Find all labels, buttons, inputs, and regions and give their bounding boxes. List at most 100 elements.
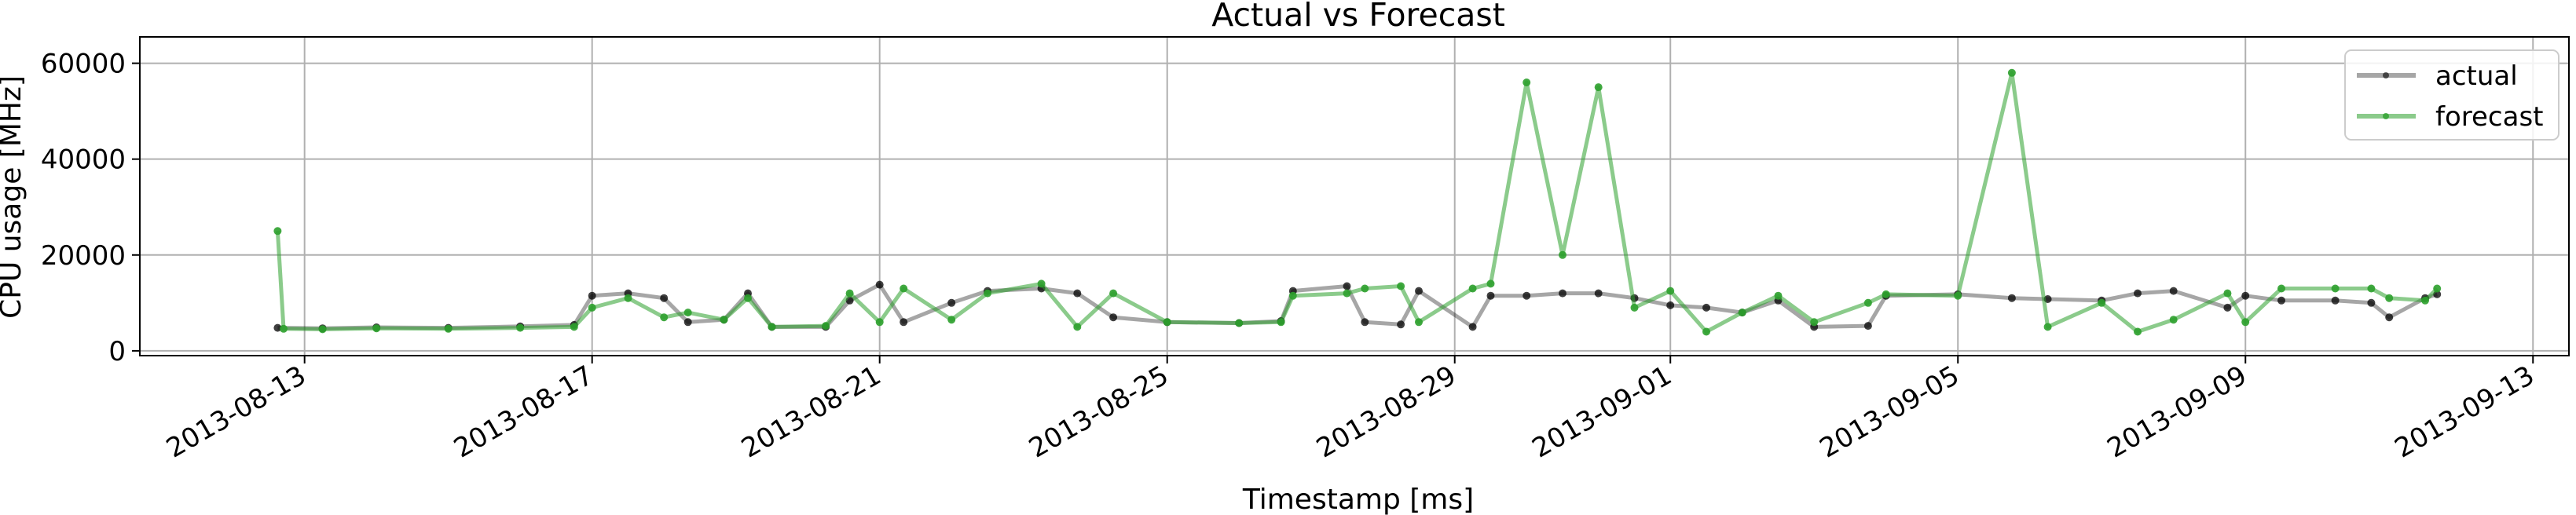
series-actual-point — [2331, 296, 2340, 305]
series-forecast-point — [2098, 298, 2106, 307]
series-forecast-point — [2169, 316, 2178, 324]
series-forecast-point — [984, 289, 991, 298]
series-forecast-point — [2433, 284, 2442, 293]
series-forecast-point — [744, 294, 752, 302]
series-forecast-line — [275, 71, 2439, 334]
series-forecast-point — [2223, 289, 2232, 298]
series-forecast-point — [1415, 318, 1423, 327]
series-actual-point — [1594, 289, 1603, 298]
series-actual-point — [1397, 320, 1405, 329]
series-forecast-point — [683, 309, 692, 317]
series-actual-point — [1468, 323, 1477, 331]
series-actual-point — [2385, 313, 2394, 322]
y-axis-title: CPU usage [MHz] — [0, 75, 27, 319]
series-forecast-point — [273, 227, 282, 236]
series-actual-point — [273, 323, 282, 332]
chart-title: Actual vs Forecast — [1211, 0, 1505, 34]
legend: actual forecast — [2344, 49, 2560, 141]
series-forecast-point — [1738, 309, 1746, 317]
series-forecast-point — [372, 324, 381, 333]
series-actual-point — [1523, 291, 1531, 300]
series-forecast-point — [588, 303, 596, 312]
legend-actual-label: actual — [2435, 60, 2518, 92]
series-forecast-point — [2241, 318, 2250, 327]
y-tick-label: 60000 — [41, 49, 126, 80]
series-forecast-point — [720, 316, 728, 324]
series-actual-point — [1666, 301, 1675, 309]
series-forecast-point — [875, 318, 884, 327]
series-actual-point — [2223, 303, 2232, 312]
series-actual-point — [1073, 289, 1082, 298]
y-tick-label: 40000 — [41, 144, 126, 176]
series-forecast-point — [1343, 289, 1351, 298]
series-actual-point — [1343, 282, 1351, 290]
series-forecast-point — [1397, 282, 1405, 290]
series-actual-point — [875, 280, 884, 289]
series-actual-point — [1361, 318, 1369, 327]
series-forecast-point — [1882, 290, 1890, 298]
series-forecast-point — [1037, 279, 1046, 288]
series-forecast-point — [1810, 318, 1819, 327]
series-forecast-point — [2043, 323, 2052, 331]
series-actual-point — [660, 294, 669, 302]
series-actual-point — [2169, 287, 2178, 295]
series-actual-point — [1415, 287, 1423, 295]
series-forecast-point — [2421, 296, 2429, 305]
plot-frame — [139, 36, 2570, 356]
series-forecast-point — [1468, 284, 1477, 293]
series-actual-point — [1486, 291, 1495, 300]
series-actual-point — [1702, 303, 1710, 312]
series-forecast-point — [900, 284, 908, 293]
series-forecast-point — [1361, 284, 1369, 293]
series-forecast-point — [444, 324, 453, 333]
series-forecast-point — [1523, 79, 1531, 86]
series-forecast-point — [516, 323, 525, 332]
series-actual-point — [1863, 322, 1872, 331]
grid — [140, 37, 2569, 356]
series-forecast-point — [1559, 250, 1566, 259]
series-forecast-point — [2134, 327, 2142, 336]
series-actual-point — [1109, 313, 1118, 322]
series-actual-point — [947, 298, 956, 307]
y-tick-label: 20000 — [41, 240, 126, 272]
series-forecast-point — [1702, 327, 1710, 336]
series-forecast-point — [1863, 298, 1872, 307]
series-forecast-point — [2007, 68, 2016, 77]
series-actual-point — [900, 318, 908, 327]
series-forecast-point — [1277, 318, 1285, 327]
series-forecast-point — [1073, 323, 1082, 331]
legend-forecast-marker — [2383, 113, 2389, 119]
legend-forecast-label: forecast — [2435, 101, 2544, 133]
series-forecast-point — [1288, 291, 1297, 300]
series-forecast-point — [822, 322, 830, 331]
series-forecast-point — [1774, 291, 1783, 300]
series-forecast-point — [624, 294, 632, 302]
y-tick-label: 0 — [108, 336, 126, 367]
series-forecast-point — [570, 323, 578, 331]
series-forecast-point — [1666, 287, 1675, 295]
series-forecast-point — [660, 313, 669, 322]
series-actual-point — [2277, 296, 2285, 305]
series-forecast-point — [2367, 284, 2376, 293]
series-forecast-point — [1486, 279, 1495, 288]
series-actual-point — [683, 318, 692, 327]
series-actual-point — [2241, 291, 2250, 300]
series-actual-point — [2367, 298, 2376, 307]
series-forecast-point — [318, 325, 327, 334]
series-forecast-point — [1630, 303, 1639, 312]
series-forecast-point — [1235, 319, 1244, 327]
series-forecast-point — [2331, 284, 2340, 293]
series-forecast-point — [845, 289, 854, 298]
series-actual-point — [2007, 294, 2016, 302]
series-forecast-point — [1594, 83, 1603, 92]
series-forecast-point — [947, 316, 956, 324]
series-forecast-point — [1163, 318, 1171, 327]
series-forecast-point — [2385, 294, 2394, 302]
series-forecast-point — [768, 323, 776, 331]
x-axis-title: Timestamp [ms] — [1242, 484, 1474, 515]
legend-actual-marker — [2383, 72, 2389, 79]
series-actual-point — [1559, 289, 1566, 298]
series-forecast-point — [2277, 284, 2285, 293]
series-actual-point — [2134, 289, 2142, 298]
